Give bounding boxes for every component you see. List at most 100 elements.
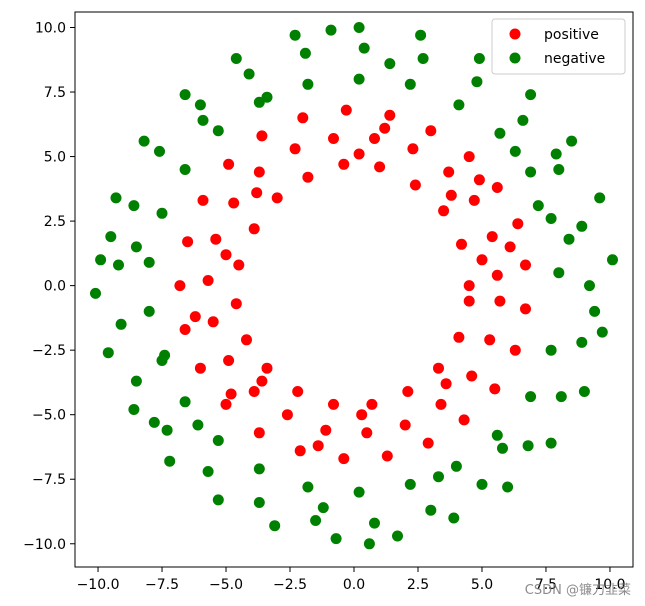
data-point-negative <box>491 429 503 441</box>
data-point-positive <box>338 453 350 465</box>
data-point-negative <box>578 386 590 397</box>
data-point-positive <box>494 295 506 307</box>
data-point-negative <box>317 502 329 514</box>
watermark-text: CSDN @镰刀韭菜 <box>524 583 631 598</box>
data-point-negative <box>325 24 337 36</box>
data-point-positive <box>174 280 186 292</box>
points-layer <box>90 22 618 550</box>
data-point-positive <box>328 133 339 144</box>
data-point-negative <box>545 213 557 224</box>
data-point-negative <box>302 78 314 90</box>
legend-box <box>491 18 626 75</box>
data-point-positive <box>338 158 350 170</box>
data-point-positive <box>456 238 467 250</box>
data-point-positive <box>233 259 245 271</box>
data-point-negative <box>302 481 314 493</box>
legend-label-negative: negative <box>544 51 605 67</box>
data-point-negative <box>179 396 191 408</box>
data-point-negative <box>113 259 124 271</box>
data-point-positive <box>433 362 444 374</box>
data-point-negative <box>148 416 160 428</box>
data-point-negative <box>310 515 322 526</box>
data-point-positive <box>407 143 419 155</box>
data-point-positive <box>491 182 503 193</box>
data-point-negative <box>202 466 214 477</box>
data-point-negative <box>353 73 365 85</box>
y-tick-label: 7.5 <box>44 85 66 101</box>
data-point-positive <box>294 445 306 457</box>
legend: positive negative <box>491 18 626 75</box>
data-point-negative <box>161 424 173 436</box>
data-point-negative <box>110 192 122 204</box>
data-point-positive <box>366 398 378 410</box>
data-point-negative <box>212 494 224 506</box>
data-point-negative <box>159 349 171 361</box>
data-point-positive <box>504 241 516 253</box>
data-point-positive <box>251 187 263 199</box>
y-tick-label: −7.5 <box>32 472 66 488</box>
data-point-positive <box>486 231 498 243</box>
data-point-positive <box>340 104 352 116</box>
data-point-negative <box>243 68 255 80</box>
data-point-negative <box>576 336 588 348</box>
data-point-positive <box>422 437 434 449</box>
data-point-positive <box>297 112 309 124</box>
data-point-negative <box>433 471 444 483</box>
x-tick-label: −10.0 <box>77 577 120 593</box>
data-point-positive <box>384 109 396 121</box>
x-tick-label: 7.5 <box>535 577 557 593</box>
data-point-positive <box>197 194 209 206</box>
axes-layer: −10.0 −7.5 −5.0 −2.5 0.0 2.5 5.0 7.5 10.0 −10.0 −7… <box>23 20 625 593</box>
data-point-negative <box>179 164 191 175</box>
data-point-positive <box>253 166 265 178</box>
data-point-negative <box>563 233 575 245</box>
data-point-negative <box>525 89 537 101</box>
data-point-positive <box>374 161 386 173</box>
data-point-positive <box>381 450 393 462</box>
data-point-negative <box>525 391 537 403</box>
data-point-negative <box>102 347 114 359</box>
data-point-positive <box>484 334 496 346</box>
data-point-negative <box>545 344 557 356</box>
data-point-positive <box>230 298 242 310</box>
legend-marker-negative <box>509 52 521 64</box>
x-tick-label: −7.5 <box>145 577 179 593</box>
data-point-positive <box>489 383 501 395</box>
data-point-negative <box>476 478 488 490</box>
data-point-negative <box>550 148 562 160</box>
data-point-positive <box>443 166 455 178</box>
x-tick-label: 10.0 <box>594 577 625 593</box>
data-point-negative <box>502 481 514 493</box>
data-point-negative <box>525 166 537 178</box>
data-point-positive <box>473 174 485 186</box>
data-point-positive <box>241 334 252 346</box>
data-point-positive <box>253 427 265 439</box>
data-point-positive <box>271 192 283 204</box>
data-point-positive <box>248 223 260 235</box>
data-point-negative <box>95 254 107 266</box>
data-point-negative <box>143 305 155 317</box>
series-positive <box>174 104 531 465</box>
y-tick-label: 10.0 <box>35 20 66 36</box>
data-point-positive <box>207 316 219 328</box>
data-point-positive <box>220 398 232 410</box>
data-point-positive <box>440 378 452 390</box>
data-point-positive <box>292 386 304 397</box>
data-point-negative <box>453 99 465 111</box>
data-point-negative <box>230 53 242 64</box>
data-point-positive <box>256 130 268 142</box>
data-point-negative <box>471 76 483 88</box>
x-tick-label: 2.5 <box>407 577 429 593</box>
data-point-positive <box>458 414 470 426</box>
data-point-negative <box>555 391 567 403</box>
data-point-positive <box>361 427 373 439</box>
data-point-negative <box>494 127 506 139</box>
data-point-positive <box>289 143 301 155</box>
data-point-positive <box>445 189 457 201</box>
data-point-positive <box>435 398 447 410</box>
data-point-negative <box>473 53 485 64</box>
data-point-negative <box>594 192 606 204</box>
data-point-negative <box>589 305 601 317</box>
data-point-positive <box>223 158 235 170</box>
data-point-negative <box>192 419 204 431</box>
